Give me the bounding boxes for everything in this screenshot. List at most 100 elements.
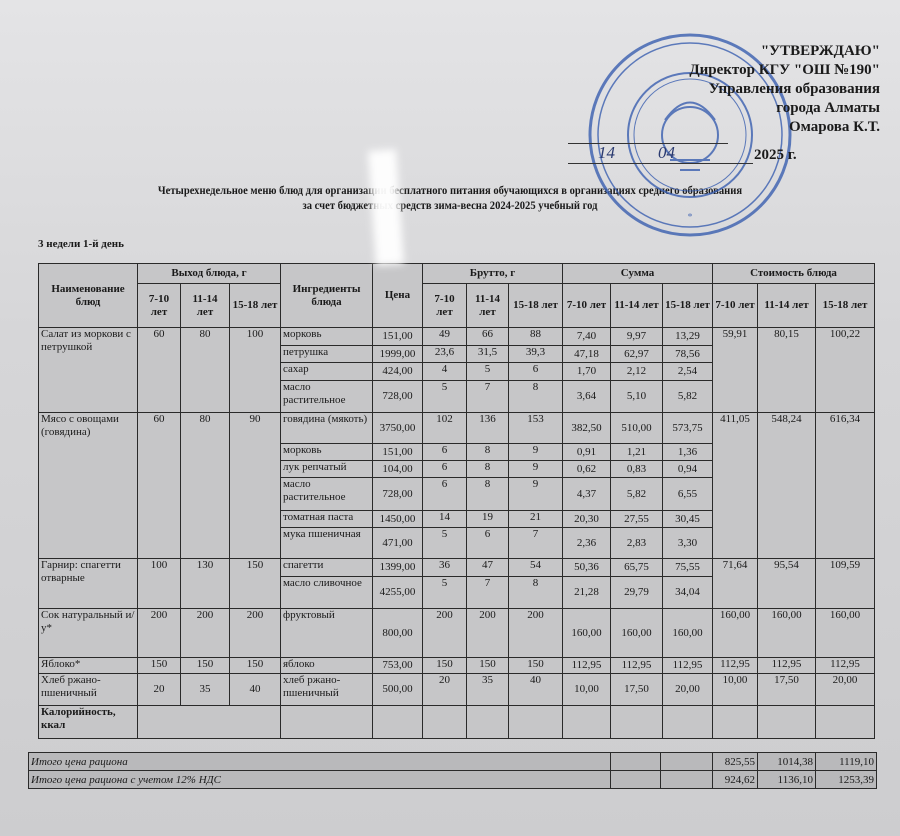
ingredient-brutto: 23,6: [422, 345, 467, 363]
ingredient-brutto: 6: [422, 460, 467, 478]
ingredient-name: масло сливочное: [280, 576, 373, 609]
header-age-11-14: 11-14 лет: [610, 283, 664, 328]
ingredient-sum: 2,54: [662, 362, 714, 381]
ingredient-sum: 1,21: [610, 443, 664, 461]
calories-cell: [815, 705, 876, 739]
ingredient-brutto: 7: [466, 380, 509, 413]
ingredient-brutto: 14: [422, 510, 467, 528]
ingredient-brutto: 40: [507, 673, 564, 706]
ingredient-price: 1399,00: [372, 558, 423, 577]
dish-name: Сок натуральный и/у*: [38, 608, 138, 658]
header-ingredients: Ингредиенты блюда: [280, 263, 373, 328]
ingredient-sum: 17,50: [610, 673, 664, 706]
ingredient-price: 3750,00: [372, 412, 423, 444]
ingredient-brutto: 150: [507, 657, 564, 674]
table-row: масло растительное 728,00 5 7 8 3,64 5,10 5,82: [39, 380, 875, 413]
totals-label: Итого цена рациона: [28, 752, 611, 771]
dish-cost: 112,95: [815, 657, 876, 674]
ingredient-brutto: 88: [507, 327, 564, 346]
ingredient-brutto: 9: [507, 477, 564, 511]
totals-value: 1014,38: [757, 752, 816, 771]
ingredient-price: 104,00: [372, 460, 423, 478]
ingredient-price: 4255,00: [372, 576, 423, 609]
dish-yield: 80: [180, 327, 230, 413]
ingredient-brutto: 8: [466, 460, 509, 478]
ingredient-name: петрушка: [280, 345, 373, 363]
ingredient-brutto: 150: [466, 657, 509, 674]
table-row: томатная паста 1450,00 14 19 21 20,30 27,55 30,…: [39, 510, 875, 528]
header-age-7-10: 7-10 лет: [137, 283, 181, 328]
dish-yield: 130: [180, 558, 230, 609]
calories-cell: [562, 705, 612, 739]
ingredient-name: хлеб ржано-пшеничный: [280, 673, 373, 706]
date-year: 2025 г.: [754, 147, 797, 163]
ingredient-sum: 20,00: [662, 673, 714, 706]
header-brutto: Брутто, г: [421, 263, 564, 284]
ingredient-brutto: 20: [422, 673, 467, 706]
dish-cost: 17,50: [757, 673, 817, 706]
photo-glare: [368, 149, 404, 266]
ingredient-sum: 6,55: [662, 477, 714, 511]
ingredient-sum: 34,04: [662, 576, 714, 609]
dish-yield: 20: [137, 673, 181, 706]
dish-yield: 150: [137, 657, 181, 674]
ingredient-brutto: 8: [466, 477, 509, 511]
calories-cell: [757, 705, 817, 739]
dish-cost: 112,95: [757, 657, 817, 674]
ingredient-sum: 160,00: [662, 608, 714, 658]
dish-name: Мясо с овощами (говядина): [38, 412, 138, 559]
ingredient-sum: 0,62: [562, 460, 612, 478]
header-age-11-14: 11-14 лет: [757, 283, 817, 328]
header-yield: Выход блюда, г: [137, 263, 281, 284]
ingredient-brutto: 153: [507, 412, 564, 444]
ingredient-name: масло растительное: [280, 380, 373, 413]
ingredient-brutto: 49: [422, 327, 467, 346]
ingredient-brutto: 66: [466, 327, 509, 346]
ingredient-name: морковь: [280, 443, 373, 461]
ingredient-brutto: 8: [466, 443, 509, 461]
ingredient-name: томатная паста: [280, 510, 373, 528]
calories-row: Калорийность, ккал: [38, 705, 876, 739]
table-row: масло сливочное 4255,00 5 7 8 21,28 29,79 34,04: [39, 576, 875, 609]
ingredient-price: 151,00: [372, 443, 423, 461]
ingredient-name: морковь: [280, 327, 373, 346]
dish-name: Салат из моркови с петрушкой: [38, 327, 138, 413]
ingredient-brutto: 5: [422, 576, 467, 609]
dish-yield: 200: [229, 608, 281, 658]
header-age-7-10: 7-10 лет: [712, 283, 759, 328]
dish-cost: 59,91: [712, 327, 759, 413]
table-row: мука пшеничная 471,00 5 6 7 2,36 2,83 3,30: [39, 527, 875, 559]
ingredient-price: 424,00: [372, 362, 423, 381]
table-row: масло растительное 728,00 6 8 9 4,37 5,82 6,55: [39, 477, 875, 511]
approval-signer: Омарова К.Т.: [789, 119, 880, 135]
ingredient-sum: 3,30: [662, 527, 714, 559]
dish-cost: 109,59: [815, 558, 876, 609]
ingredient-sum: 2,12: [610, 362, 664, 381]
ingredient-sum: 20,30: [562, 510, 612, 528]
ingredient-price: 728,00: [372, 477, 423, 511]
week-label: 3 недели 1-й день: [38, 238, 124, 250]
ingredient-price: 1999,00: [372, 345, 423, 363]
header-age-11-14: 11-14 лет: [180, 283, 230, 328]
table-row: Хлеб ржано-пшеничный 20 35 40 хлеб ржано-пше…: [38, 673, 876, 706]
dish-cost: 20,00: [815, 673, 876, 706]
dish-yield: 200: [180, 608, 230, 658]
ingredient-brutto: 102: [422, 412, 467, 444]
dish-name: Хлеб ржано-пшеничный: [38, 673, 138, 706]
ingredient-brutto: 200: [507, 608, 564, 658]
ingredient-name: масло растительное: [280, 477, 373, 511]
ingredient-brutto: 31,5: [466, 345, 509, 363]
ingredient-brutto: 4: [422, 362, 467, 381]
ingredient-brutto: 5: [466, 362, 509, 381]
approval-line: "УТВЕРЖДАЮ": [760, 43, 880, 59]
totals-blank: [610, 770, 661, 789]
ingredient-sum: 112,95: [562, 657, 612, 674]
totals-value: 924,62: [712, 770, 758, 789]
totals-value: 1253,39: [815, 770, 877, 789]
ingredient-brutto: 8: [507, 380, 564, 413]
ingredient-sum: 30,45: [662, 510, 714, 528]
totals-blank: [660, 752, 713, 771]
ingredient-brutto: 21: [507, 510, 564, 528]
dish-name: Яблоко*: [38, 657, 138, 674]
ingredient-sum: 5,10: [610, 380, 664, 413]
